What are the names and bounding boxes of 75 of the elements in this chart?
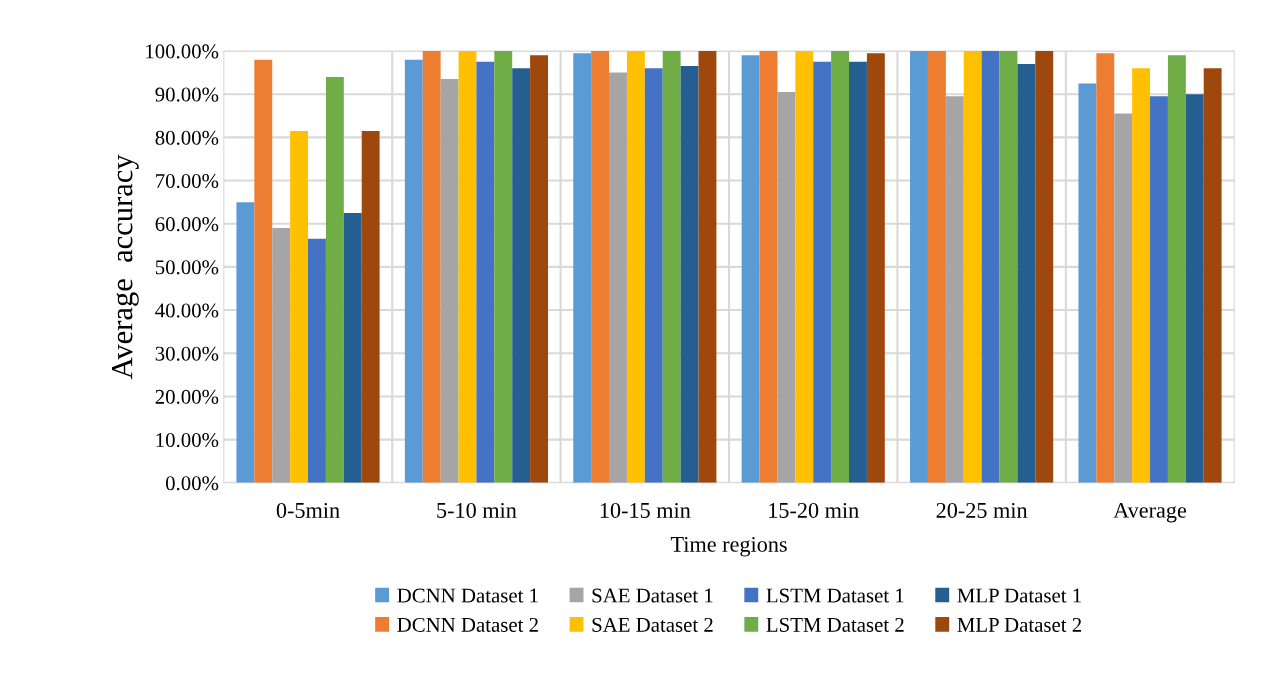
bar	[910, 51, 928, 483]
bar	[591, 51, 610, 483]
y-tick-label: 0.00%	[165, 476, 219, 491]
bar	[236, 202, 255, 483]
bar	[272, 228, 291, 483]
bar	[254, 59, 273, 483]
legend-label: MLP Dataset 1	[957, 588, 1081, 603]
legend-label: LSTM Dataset 1	[766, 588, 904, 603]
bar	[1114, 113, 1133, 483]
bar	[325, 76, 344, 483]
y-tick-label: 90.00%	[155, 87, 219, 102]
bar	[1167, 55, 1186, 483]
bar	[494, 51, 513, 483]
bar	[680, 66, 699, 483]
bar	[440, 79, 459, 483]
legend-label: LSTM Dataset 2	[766, 617, 904, 632]
bar	[290, 130, 309, 483]
bar	[512, 68, 531, 483]
bar	[361, 130, 380, 483]
y-tick-label: 30.00%	[155, 346, 219, 361]
bar	[813, 61, 832, 483]
bar	[626, 51, 645, 483]
bar	[1185, 94, 1204, 483]
bar	[963, 51, 982, 483]
bar	[573, 53, 592, 483]
x-axis-title: Time regions	[670, 536, 787, 557]
bar	[831, 51, 850, 483]
bar	[1150, 96, 1168, 483]
bar	[530, 55, 548, 483]
bar	[308, 238, 326, 483]
y-tick-label: 70.00%	[156, 173, 219, 189]
bar	[1017, 63, 1036, 483]
x-tick-label: 5-10 min	[437, 502, 517, 518]
legend-label: SAE Dataset 2	[592, 617, 713, 632]
bar	[741, 55, 760, 483]
bar	[644, 68, 663, 483]
bar	[404, 59, 423, 483]
y-tick-label: 20.00%	[155, 389, 219, 404]
y-tick-label: 10.00%	[156, 432, 219, 448]
bar	[866, 53, 885, 483]
bar	[458, 51, 477, 483]
bar	[981, 51, 1000, 483]
x-tick-label: 0-5min	[276, 502, 340, 518]
y-tick-label: 50.00%	[155, 260, 219, 275]
bar	[777, 92, 796, 483]
bar	[343, 212, 362, 483]
bar	[927, 51, 946, 483]
bar	[1096, 53, 1115, 483]
bar	[662, 51, 681, 483]
y-tick-label: 40.00%	[155, 303, 219, 318]
bar	[476, 61, 495, 483]
bar	[945, 96, 964, 483]
bar	[1132, 68, 1151, 483]
bar	[849, 61, 867, 483]
bar	[1078, 83, 1097, 483]
x-tick-label: Average	[1113, 502, 1187, 523]
bar	[759, 51, 778, 483]
y-tick-label: 80.00%	[155, 130, 219, 145]
x-tick-label: 15-20 min	[769, 502, 859, 518]
bar	[422, 51, 441, 483]
y-axis-title: Average accuracy	[112, 154, 139, 380]
y-tick-label: 100.00%	[146, 44, 219, 59]
x-tick-label: 10-15 min	[600, 502, 691, 518]
bar	[1203, 68, 1222, 483]
bar	[1035, 51, 1054, 483]
legend-label: DCNN Dataset 1	[397, 588, 538, 603]
bar	[795, 51, 814, 483]
legend-label: SAE Dataset 1	[592, 588, 713, 603]
bar	[999, 51, 1018, 483]
bar	[609, 72, 627, 483]
bar	[698, 51, 717, 483]
x-tick-label: 20-25 min	[936, 502, 1028, 518]
legend-label: MLP Dataset 2	[957, 617, 1082, 632]
y-tick-label: 60.00%	[155, 217, 219, 232]
legend-label: DCNN Dataset 2	[397, 617, 538, 632]
